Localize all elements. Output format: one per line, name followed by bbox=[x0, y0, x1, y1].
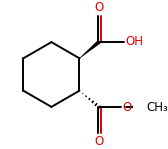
Text: CH₃: CH₃ bbox=[146, 101, 168, 114]
Text: O: O bbox=[95, 1, 104, 14]
Text: O: O bbox=[122, 101, 131, 114]
Polygon shape bbox=[79, 40, 101, 59]
Text: OH: OH bbox=[125, 35, 143, 48]
Text: O: O bbox=[95, 135, 104, 148]
